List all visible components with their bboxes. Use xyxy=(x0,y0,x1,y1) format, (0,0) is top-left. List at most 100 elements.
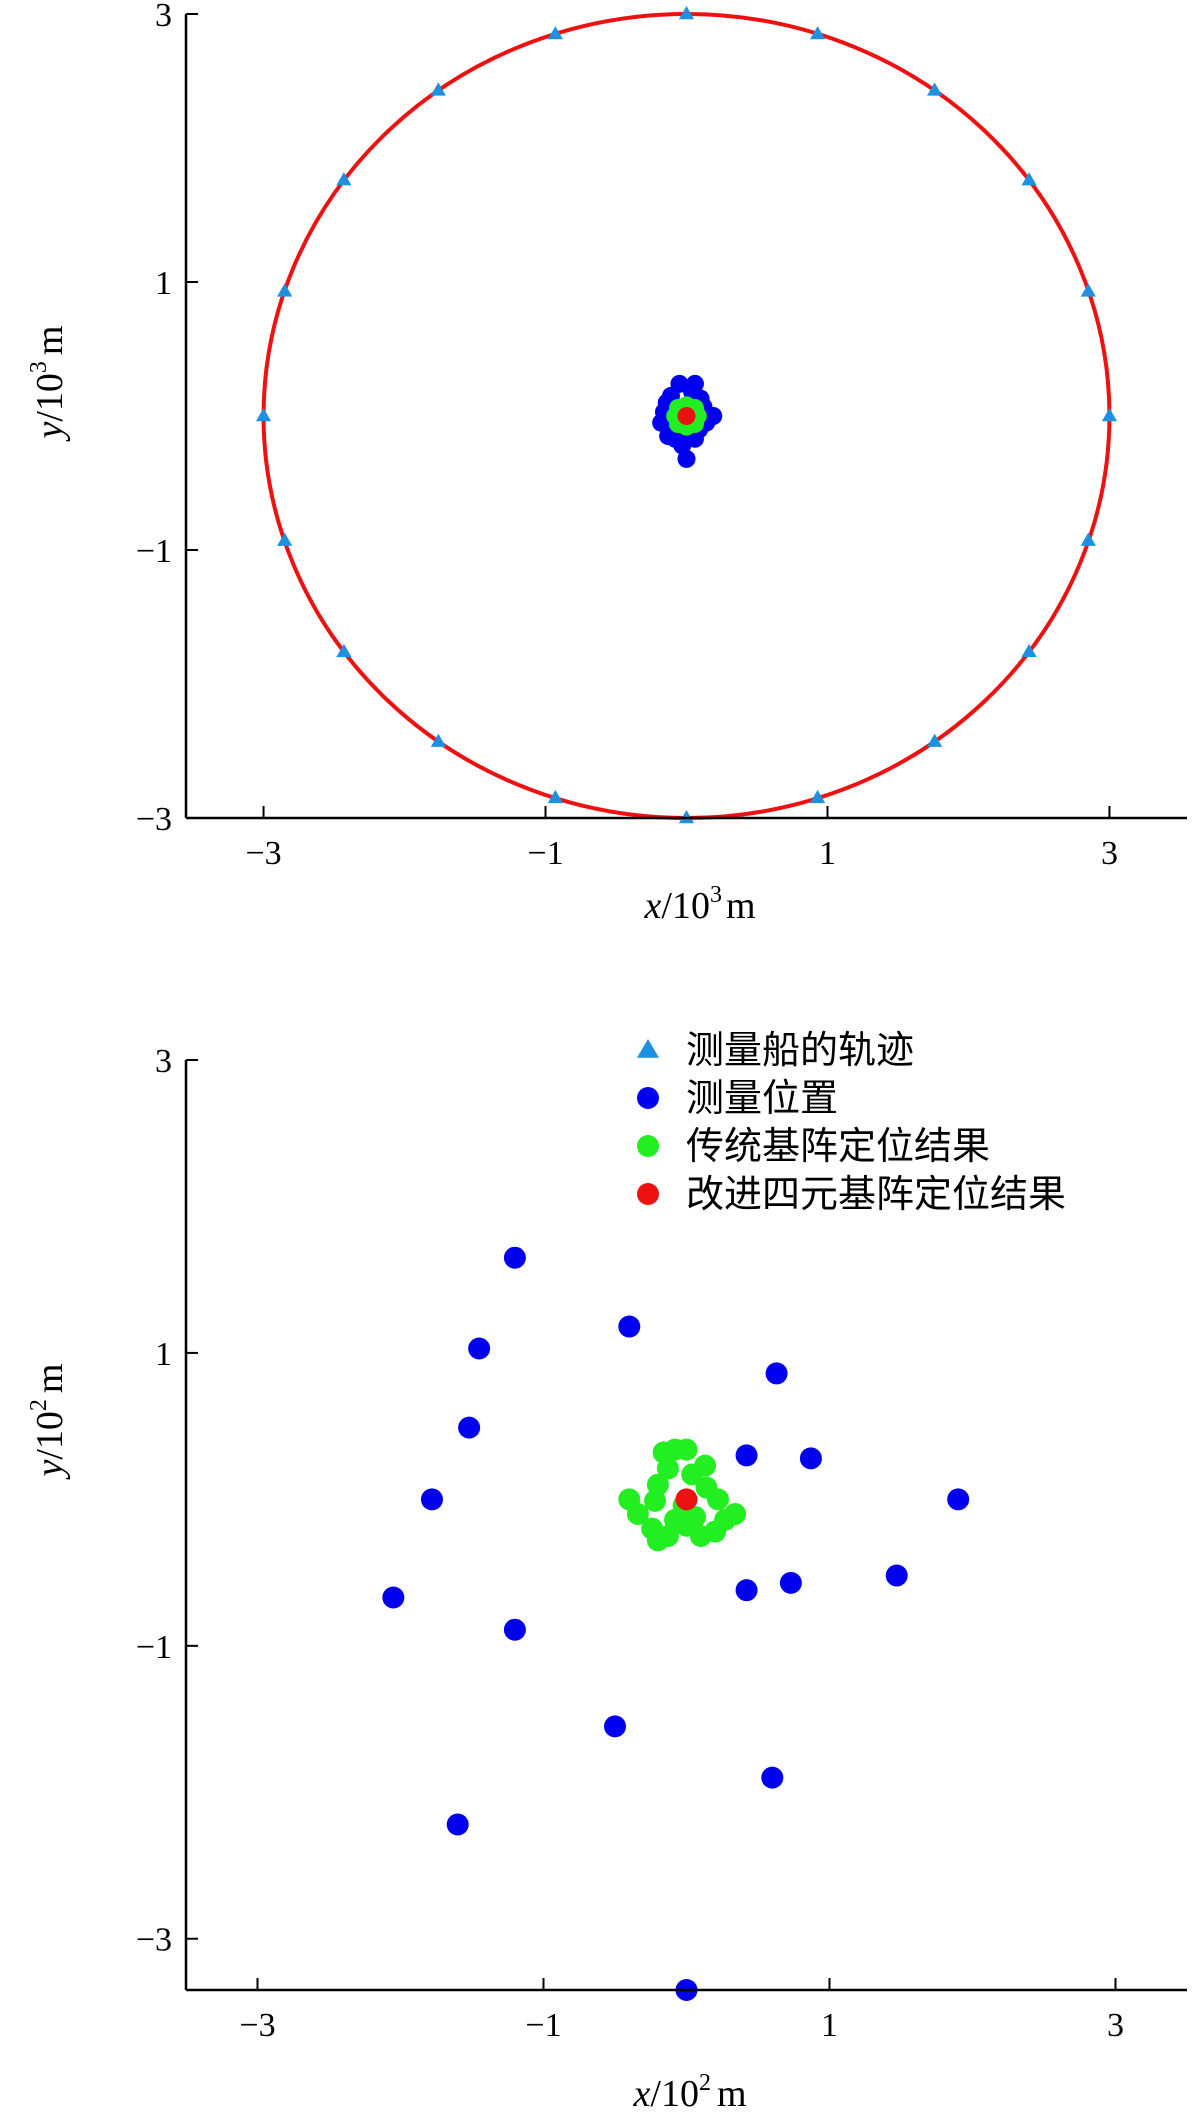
bottom-measured-point xyxy=(604,1715,626,1738)
top-y-tick-label: 1 xyxy=(155,265,172,302)
bottom-xlabel-exp: 2 xyxy=(699,2070,711,2096)
top-y-tick-label: 3 xyxy=(155,0,172,34)
bottom-measured-point xyxy=(799,1447,822,1470)
bottom-traditional-point xyxy=(664,1508,687,1531)
top-axes xyxy=(184,14,1187,820)
top-track-marker xyxy=(277,532,293,546)
bottom-measured-point xyxy=(735,1579,758,1602)
top-track-marker xyxy=(1101,408,1118,422)
bottom-measured-point xyxy=(420,1488,443,1511)
bottom-measured-point xyxy=(765,1362,788,1385)
top-track-marker xyxy=(678,6,695,20)
bottom-y-tick-label: 3 xyxy=(155,1043,172,1080)
bottom-y-tick-label: 1 xyxy=(155,1336,172,1373)
bottom-x-tick-label: −1 xyxy=(525,2007,561,2044)
bottom-ylabel-exp: 2 xyxy=(26,1399,52,1411)
top-xlabel-base: 10 xyxy=(672,885,710,927)
top-ylabel-unit: m xyxy=(29,326,71,356)
bottom-traditional-point xyxy=(656,1457,679,1480)
legend-label-improved: 改进四元基阵定位结果 xyxy=(686,1172,1066,1216)
legend-marker-measured xyxy=(637,1087,659,1109)
legend-label-measured: 测量位置 xyxy=(686,1076,838,1120)
bottom-measured-point xyxy=(382,1586,405,1609)
bottom-axes xyxy=(184,1060,1187,1992)
bottom-x-axis-label: x/102 m xyxy=(633,2070,747,2115)
bottom-traditional-point xyxy=(626,1503,649,1526)
bottom-measured-point xyxy=(761,1766,784,1789)
bottom-traditional-point xyxy=(644,1489,667,1512)
top-track-marker xyxy=(255,408,272,422)
top-xlabel-slash: / xyxy=(661,885,672,927)
bottom-measured-point xyxy=(735,1444,758,1467)
top-xlabel-unit: m xyxy=(726,885,756,927)
top-xlabel-exp: 3 xyxy=(710,882,722,908)
top-x-tick-label: −3 xyxy=(245,835,281,872)
top-x-axis-label: x/103 m xyxy=(644,882,756,927)
top-track-marker xyxy=(1021,172,1037,186)
legend-marker-improved xyxy=(637,1183,659,1205)
bottom-measured-point xyxy=(446,1813,469,1836)
bottom-x-tick-label: 1 xyxy=(821,2007,838,2044)
bottom-ticks: −3 −1 1 3 −3 −1 1 3 xyxy=(136,1043,1124,2044)
bottom-improved-point xyxy=(675,1488,698,1511)
top-chart: −3 −1 1 3−3−113 y/103m x/103 m xyxy=(26,0,1187,927)
bottom-y-tick-label: −1 xyxy=(136,1629,172,1666)
bottom-measured-point xyxy=(779,1571,802,1594)
bottom-traditional-point xyxy=(675,1438,698,1461)
svg-text:x/103m: x/103 m xyxy=(644,882,756,927)
top-ylabel-var: y xyxy=(29,422,71,443)
bottom-x-tick-label: −3 xyxy=(239,2007,275,2044)
top-xlabel-var: x xyxy=(644,885,662,927)
top-measured-point xyxy=(673,436,692,455)
top-track-marker xyxy=(336,643,352,658)
top-track-marker xyxy=(1021,643,1037,658)
top-track-marker xyxy=(1080,532,1096,546)
bottom-ylabel-unit: m xyxy=(29,1364,71,1394)
svg-text:x/102m: x/102 m xyxy=(633,2070,747,2115)
bottom-y-tick-label: −3 xyxy=(136,1922,172,1959)
top-x-tick-label: −1 xyxy=(527,835,563,872)
top-track-marker xyxy=(430,82,446,96)
bottom-measured-point xyxy=(503,1246,526,1269)
top-measured-point xyxy=(704,407,723,425)
bottom-traditional-point xyxy=(681,1463,704,1486)
svg-text:y/103m: y/103 m xyxy=(26,326,71,443)
legend-marker-traditional xyxy=(637,1135,659,1157)
bottom-ylabel-slash: / xyxy=(29,1449,71,1460)
top-improved-point xyxy=(677,407,696,425)
bottom-measured-point xyxy=(947,1488,970,1511)
top-track-marker xyxy=(277,283,293,297)
top-ylabel-base: 10 xyxy=(29,373,71,411)
legend-label-track: 测量船的轨迹 xyxy=(686,1028,914,1072)
bottom-ylabel-base: 10 xyxy=(29,1411,71,1449)
top-track-marker xyxy=(1080,283,1096,297)
top-x-tick-label: 1 xyxy=(819,835,836,872)
bottom-xlabel-var: x xyxy=(633,2073,651,2115)
top-measured-point xyxy=(652,413,671,432)
top-track-marker xyxy=(810,26,826,40)
top-track-marker xyxy=(336,172,352,186)
top-y-axis-label: y/103 m xyxy=(26,326,71,443)
top-x-tick-label: 3 xyxy=(1101,835,1118,872)
top-track-marker xyxy=(547,26,563,40)
bottom-traditional-point xyxy=(695,1476,718,1499)
bottom-plot-area xyxy=(382,1246,970,2001)
bottom-traditional-point xyxy=(646,1529,669,1552)
svg-text:y/102m: y/102 m xyxy=(26,1364,71,1481)
top-plot-area xyxy=(255,6,1118,824)
top-ylabel-exp: 3 xyxy=(26,361,52,373)
bottom-chart: −3 −1 1 3−3−113 y/102m x/102 m 测量船的轨迹测量位置传统基… xyxy=(26,1028,1187,2115)
top-y-tick-label: −1 xyxy=(136,533,172,570)
bottom-measured-point xyxy=(468,1337,491,1360)
bottom-traditional-point xyxy=(724,1503,747,1526)
bottom-y-axis-label: y/102 m xyxy=(26,1364,71,1481)
top-ticks: −3 −1 1 3 −3 −1 1 3 xyxy=(136,0,1118,872)
bottom-traditional-point xyxy=(684,1505,707,1528)
legend-marker-track xyxy=(637,1039,659,1058)
bottom-xlabel-base: 10 xyxy=(661,2073,699,2115)
top-y-tick-label: −3 xyxy=(136,801,172,838)
bottom-measured-point xyxy=(458,1416,481,1439)
top-track-marker xyxy=(810,789,826,804)
